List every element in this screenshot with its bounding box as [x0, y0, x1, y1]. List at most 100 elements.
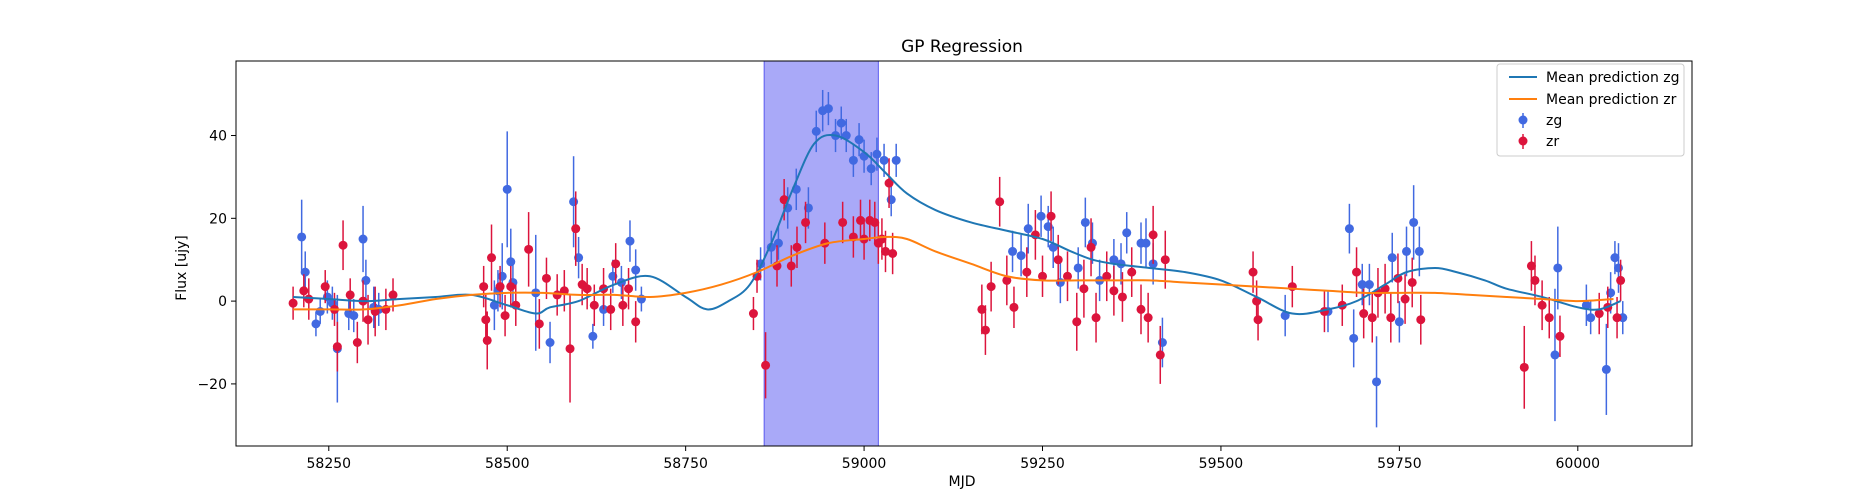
- point-zg: [506, 257, 516, 267]
- x-tick-label: 59500: [1199, 456, 1244, 472]
- point-zg: [1414, 246, 1424, 256]
- point-zr: [1109, 286, 1119, 296]
- point-zr: [1530, 275, 1540, 285]
- legend-label-zg-line: Mean prediction zg: [1546, 70, 1680, 86]
- point-zg: [625, 236, 635, 246]
- y-tick-label: 0: [218, 294, 227, 310]
- point-zg: [315, 306, 325, 316]
- point-zg: [848, 155, 858, 165]
- point-zr: [1253, 315, 1263, 325]
- point-zg: [631, 265, 641, 275]
- point-zr: [1127, 267, 1137, 277]
- y-tick-label: 20: [209, 211, 227, 227]
- point-zr: [534, 319, 544, 329]
- point-zr: [345, 290, 355, 300]
- point-zg: [1023, 224, 1033, 234]
- point-zr: [1053, 255, 1063, 265]
- point-zr: [1526, 261, 1536, 271]
- point-zg: [1553, 263, 1563, 273]
- point-zr: [288, 298, 298, 308]
- point-zr: [506, 282, 516, 292]
- point-zr: [1117, 292, 1127, 302]
- point-zr: [1616, 275, 1626, 285]
- point-zg: [1550, 350, 1560, 360]
- point-zg: [773, 238, 783, 248]
- point-zg: [1586, 313, 1596, 323]
- point-zg: [1372, 377, 1382, 387]
- point-zg: [569, 197, 579, 207]
- point-zg: [1387, 253, 1397, 263]
- point-zr: [1352, 267, 1362, 277]
- point-zr: [761, 360, 771, 370]
- point-zr: [980, 325, 990, 335]
- point-zr: [565, 344, 575, 354]
- point-zr: [1038, 271, 1048, 281]
- x-axis-label: MJD: [949, 474, 976, 490]
- point-zr: [1079, 284, 1089, 294]
- point-zr: [1046, 211, 1056, 221]
- point-zr: [1555, 331, 1565, 341]
- point-zr: [1072, 317, 1082, 327]
- point-zr: [1612, 313, 1622, 323]
- point-zr: [541, 273, 551, 283]
- point-zg: [1601, 364, 1611, 374]
- point-zr: [838, 217, 848, 227]
- point-zr: [320, 282, 330, 292]
- point-zg: [891, 155, 901, 165]
- point-zr: [877, 234, 887, 244]
- point-zg: [886, 195, 896, 205]
- legend-swatch-zr-marker: [1518, 136, 1528, 146]
- x-tick-label: 59000: [842, 456, 887, 472]
- point-zg: [502, 184, 512, 194]
- highlight-region: [763, 60, 879, 447]
- point-zg: [1610, 253, 1620, 263]
- legend-label-zg: zg: [1546, 113, 1562, 129]
- point-zr: [1136, 304, 1146, 314]
- point-zr: [1544, 313, 1554, 323]
- x-tick-label: 59250: [1020, 456, 1065, 472]
- point-zr: [299, 286, 309, 296]
- point-zr: [1143, 313, 1153, 323]
- point-zg: [1109, 255, 1119, 265]
- point-zr: [500, 311, 510, 321]
- mean-line-zg: [293, 133, 1622, 316]
- point-zg: [811, 126, 821, 136]
- point-zr: [888, 249, 898, 258]
- point-zr: [482, 335, 492, 345]
- point-zr: [487, 253, 497, 263]
- x-tick-label: 60000: [1556, 456, 1601, 472]
- point-zr: [1416, 315, 1426, 325]
- point-zg: [866, 164, 876, 174]
- point-zg: [1344, 224, 1354, 234]
- point-zg: [1157, 338, 1167, 348]
- point-zg: [1409, 217, 1419, 227]
- point-zg: [854, 135, 864, 145]
- point-zr: [1386, 313, 1396, 323]
- point-zr: [1102, 271, 1112, 281]
- x-tick-label: 58250: [307, 456, 352, 472]
- point-zg: [300, 267, 310, 277]
- point-zr: [1160, 255, 1170, 265]
- point-zr: [1155, 350, 1165, 360]
- point-zg: [1394, 317, 1404, 327]
- point-zr: [1407, 277, 1417, 287]
- point-zr: [495, 282, 505, 292]
- point-zr: [1537, 300, 1547, 310]
- point-zr: [995, 197, 1005, 207]
- point-zr: [792, 242, 802, 252]
- point-zr: [1002, 275, 1012, 285]
- point-zg: [823, 104, 833, 114]
- point-zr: [1594, 309, 1604, 319]
- point-zr: [870, 217, 880, 227]
- point-zg: [497, 271, 507, 281]
- point-zr: [856, 215, 866, 225]
- legend-frame: [1496, 63, 1685, 157]
- point-zg: [836, 118, 846, 128]
- axes: 58250 58500 58750 59000 59250 59500 59750 60000…: [197, 60, 1693, 472]
- point-zr: [1367, 313, 1377, 323]
- point-zg: [879, 155, 889, 165]
- point-zr: [779, 195, 789, 205]
- point-zr: [1400, 294, 1410, 304]
- chart-title: GP Regression: [901, 37, 1023, 57]
